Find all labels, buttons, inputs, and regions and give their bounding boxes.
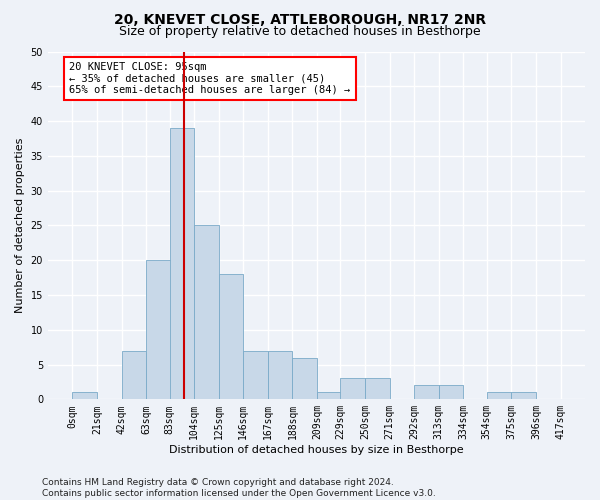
Bar [487,392,511,400]
Text: Contains HM Land Registry data © Crown copyright and database right 2024.
Contai: Contains HM Land Registry data © Crown c… [42,478,436,498]
Bar [340,378,365,400]
Bar [243,350,268,400]
Bar [365,378,389,400]
Bar [439,386,463,400]
Bar [146,260,170,400]
Text: Size of property relative to detached houses in Besthorpe: Size of property relative to detached ho… [119,25,481,38]
Bar [317,392,341,400]
Bar [73,392,97,400]
Text: 20 KNEVET CLOSE: 95sqm
← 35% of detached houses are smaller (45)
65% of semi-det: 20 KNEVET CLOSE: 95sqm ← 35% of detached… [70,62,350,95]
Bar [122,350,146,400]
Bar [292,358,317,400]
Bar [268,350,292,400]
Bar [511,392,536,400]
Bar [194,226,218,400]
Text: 20, KNEVET CLOSE, ATTLEBOROUGH, NR17 2NR: 20, KNEVET CLOSE, ATTLEBOROUGH, NR17 2NR [114,12,486,26]
X-axis label: Distribution of detached houses by size in Besthorpe: Distribution of detached houses by size … [169,445,464,455]
Y-axis label: Number of detached properties: Number of detached properties [15,138,25,313]
Bar [170,128,194,400]
Bar [414,386,439,400]
Bar [218,274,243,400]
